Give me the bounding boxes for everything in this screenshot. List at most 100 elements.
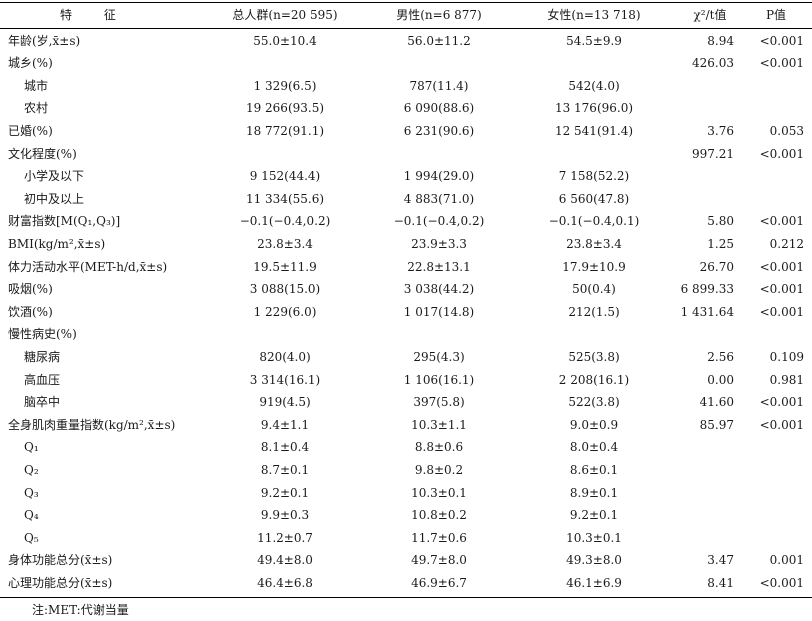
male-cell: 6 090(88.6) [403,101,475,116]
row-label: 城乡(%) [8,56,53,71]
table-row: 饮酒(%) 1 229(6.0) 1 017(14.8) 212(1.5) 1 431.… [0,301,812,324]
table-row: 高血压 3 314(16.1) 1 106(16.1) 2 208(16.1) 0.00… [0,369,812,392]
statistic-cell: 0.00 [707,372,734,387]
p-value-cell: <0.001 [759,304,804,319]
p-value-cell: <0.001 [759,259,804,274]
p-value-cell: 0.212 [769,236,804,251]
table-row: 小学及以下 9 152(44.4) 1 994(29.0) 7 158(52.2) [0,165,812,188]
male-cell: 3 038(44.2) [403,282,475,297]
table-row: Q₅ 11.2±0.7 11.7±0.6 10.3±0.1 [0,527,812,550]
table-row: Q₄ 9.9±0.3 10.8±0.2 9.2±0.1 [0,504,812,527]
statistic-cell: 8.41 [707,575,734,590]
female-cell: 542(4.0) [568,78,620,93]
male-cell: 11.7±0.6 [411,530,467,545]
header-statistic: χ²/t值 [693,8,727,22]
statistic-cell: 26.70 [699,259,734,274]
total-cell: 19.5±11.9 [253,259,317,274]
male-cell: 8.8±0.6 [414,440,464,455]
male-cell: 4 883(71.0) [403,191,475,206]
female-cell: 8.9±0.1 [569,485,619,500]
table-row: 城乡(%) 426.03 <0.001 [0,52,812,75]
female-cell: 522(3.8) [568,395,620,410]
male-cell: 787(11.4) [409,78,469,93]
total-cell: 18 772(91.1) [245,123,325,138]
row-label: 糖尿病 [24,349,61,364]
table-row: 农村 19 266(93.5) 6 090(88.6) 13 176(96.0) [0,97,812,120]
row-label: 年龄(岁,x̄±s) [8,33,81,48]
header-p-value: P值 [765,8,787,22]
total-cell: 55.0±10.4 [253,33,317,48]
total-cell: 9.9±0.3 [260,508,310,523]
female-cell: 46.1±6.9 [566,575,622,590]
p-value-cell: 0.001 [769,553,804,568]
table-row: 体力活动水平(MET-h/d,x̄±s) 19.5±11.9 22.8±13.1 17… [0,256,812,279]
table-row: 糖尿病 820(4.0) 295(4.3) 525(3.8) 2.56 0.109 [0,346,812,369]
p-value-cell: 0.109 [769,349,804,364]
p-value-cell: 0.981 [769,372,804,387]
statistic-cell: 1 431.64 [680,304,734,319]
row-label: 身体功能总分(x̄±s) [8,553,113,568]
row-label: 初中及以上 [24,191,85,206]
total-cell: 23.8±3.4 [257,236,313,251]
male-cell: 46.9±6.7 [411,575,467,590]
row-label: 体力活动水平(MET-h/d,x̄±s) [8,259,168,274]
header-rule [0,28,812,29]
female-cell: 17.9±10.9 [562,259,626,274]
table-row: Q₁ 8.1±0.4 8.8±0.6 8.0±0.4 [0,436,812,459]
p-value-cell: <0.001 [759,33,804,48]
table-row: 吸烟(%) 3 088(15.0) 3 038(44.2) 50(0.4) 6 899.… [0,278,812,301]
female-cell: 10.3±0.1 [566,530,622,545]
male-cell: 1 106(16.1) [403,372,475,387]
total-cell: 46.4±6.8 [257,575,313,590]
female-cell: 54.5±9.9 [566,33,622,48]
row-label: 饮酒(%) [8,304,53,319]
total-cell: 9 152(44.4) [249,169,321,184]
table-row: 全身肌肉重量指数(kg/m²,x̄±s) 9.4±1.1 10.3±1.1 9.0±0… [0,414,812,437]
total-cell: 8.1±0.4 [260,440,310,455]
male-cell: 9.8±0.2 [414,462,464,477]
header-row: 特 征 总人群(n=20 595) 男性(n=6 877) 女性(n=13 71… [0,4,812,27]
row-label: 慢性病史(%) [8,327,77,342]
p-value-cell: 0.053 [769,123,804,138]
p-value-cell: <0.001 [759,282,804,297]
row-label: 吸烟(%) [8,282,53,297]
total-cell: 3 314(16.1) [249,372,321,387]
bottom-rule [0,597,812,599]
table-row: 心理功能总分(x̄±s) 46.4±6.8 46.9±6.7 46.1±6.9 8.41… [0,572,812,595]
total-cell: 19 266(93.5) [245,101,325,116]
p-value-cell: <0.001 [759,575,804,590]
female-cell: 6 560(47.8) [558,191,630,206]
table-note: 注:MET:代谢当量 [32,603,129,617]
header-male: 男性(n=6 877) [396,8,482,22]
total-cell: 11.2±0.7 [257,530,313,545]
total-cell: 9.2±0.1 [260,485,310,500]
p-value-cell: <0.001 [759,417,804,432]
female-cell: 49.3±8.0 [566,553,622,568]
female-cell: 50(0.4) [572,282,616,297]
row-label: 已婚(%) [8,123,53,138]
row-label: Q₅ [24,530,39,545]
table-row: BMI(kg/m²,x̄±s) 23.8±3.4 23.9±3.3 23.8±3.4 1… [0,233,812,256]
header-feature: 特 征 [60,8,130,22]
total-cell: 3 088(15.0) [249,282,321,297]
female-cell: 8.6±0.1 [569,462,619,477]
header-female: 女性(n=13 718) [547,8,641,22]
row-label: Q₁ [24,440,39,455]
p-value-cell: <0.001 [759,56,804,71]
p-value-cell: <0.001 [759,395,804,410]
row-label: 财富指数[M(Q₁,Q₃)] [8,214,121,229]
statistic-cell: 3.76 [707,123,734,138]
statistic-cell: 6 899.33 [680,282,734,297]
statistic-cell: 997.21 [692,146,734,161]
female-cell: −0.1(−0.4,0.1) [548,214,640,229]
top-rule [0,2,812,4]
statistic-cell: 85.97 [699,417,734,432]
table-row: 身体功能总分(x̄±s) 49.4±8.0 49.7±8.0 49.3±8.0 3.47… [0,549,812,572]
male-cell: 49.7±8.0 [411,553,467,568]
p-value-cell: <0.001 [759,214,804,229]
total-cell: 11 334(55.6) [245,191,325,206]
row-label: Q₃ [24,485,39,500]
table-row: Q₂ 8.7±0.1 9.8±0.2 8.6±0.1 [0,459,812,482]
table-row: 已婚(%) 18 772(91.1) 6 231(90.6) 12 541(91.4)… [0,120,812,143]
female-cell: 23.8±3.4 [566,236,622,251]
